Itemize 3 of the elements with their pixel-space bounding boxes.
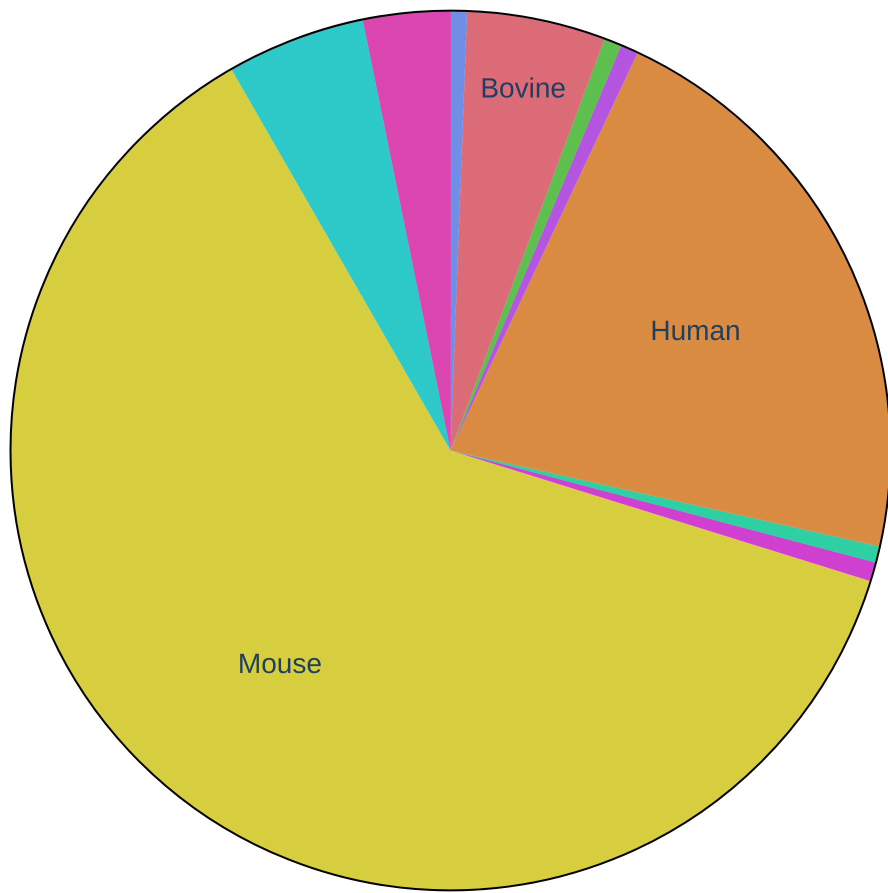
slice-label: Bovine: [480, 72, 566, 104]
slice-label: Mouse: [238, 648, 322, 679]
slice-label: Human: [650, 314, 741, 346]
